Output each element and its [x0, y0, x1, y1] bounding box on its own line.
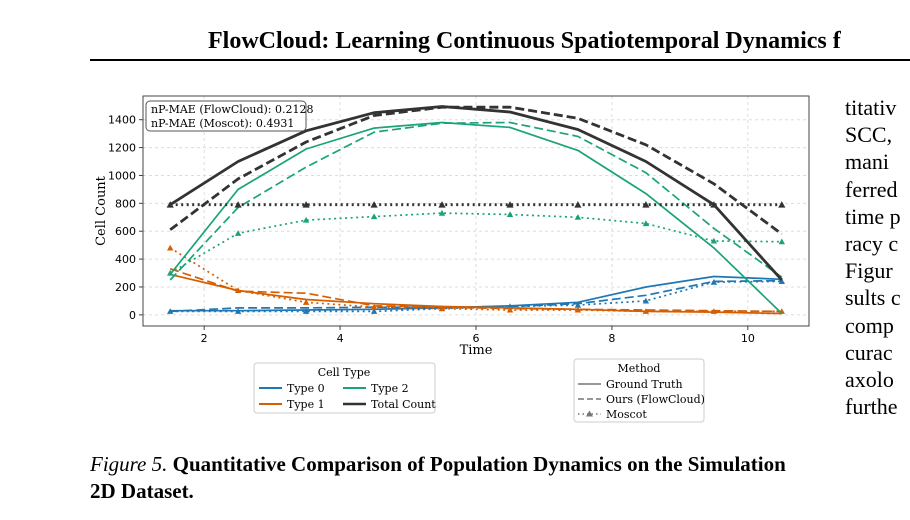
data-point-type-0-moscot [574, 301, 582, 308]
series-line-type-2-moscot [169, 212, 782, 274]
y-tick-label: 1000 [108, 169, 136, 182]
x-tick-label: 8 [608, 332, 615, 345]
series-line-total-count-ground-truth [169, 105, 783, 281]
ticks-layer: 2 4 6 8 10 0 200 400 600 800 1000 1200 1400 [108, 114, 755, 345]
series-line-type-1-ours-flowcloud [169, 267, 782, 313]
legend-type2-label: Type 2 [371, 382, 409, 395]
data-point-type-1-moscot [574, 306, 582, 313]
y-axis-label: Cell Count [94, 175, 109, 246]
x-axis-label: Time [460, 343, 493, 358]
annotation-box [145, 100, 307, 132]
side-column-line: comp [845, 312, 894, 338]
annotation-flowcloud: nP-MAE (FlowCloud): 0.2128 [151, 103, 313, 116]
data-point-total-count-moscot [166, 201, 174, 208]
y-tick-label: 800 [115, 197, 136, 210]
side-column-text: titativ SCC, mani ferred time p racy c Figur su… [845, 94, 901, 420]
y-tick-label: 0 [129, 309, 136, 322]
side-column-line: racy c [845, 230, 899, 256]
data-point-total-count-moscot [710, 201, 718, 208]
data-point-type-2-moscot [778, 238, 785, 245]
x-tick-label: 6 [473, 332, 480, 345]
legend-moscot-marker [586, 410, 593, 417]
data-point-type-0-moscot [642, 297, 650, 304]
legend-moscot-label: Moscot [606, 408, 647, 421]
y-tick-label: 1400 [108, 114, 136, 127]
side-column-line: sults c [845, 285, 901, 311]
data-point-type-0-moscot [370, 308, 378, 314]
data-point-total-count-moscot [506, 201, 514, 208]
y-tick-label: 200 [115, 281, 136, 294]
data-point-type-2-moscot [506, 211, 514, 217]
data-point-total-count-moscot [302, 201, 310, 208]
data-point-type-1-moscot [506, 306, 514, 313]
side-column-line: Figur [845, 258, 893, 284]
caption-prefix: Figure 5. [90, 452, 168, 476]
data-point-total-count-moscot [574, 201, 582, 208]
data-point-total-count-moscot [438, 201, 446, 208]
population-dynamics-chart: 2 4 6 8 10 0 200 400 600 800 1000 1200 1400 Time Cel… [94, 95, 810, 423]
data-point-type-2-moscot [710, 237, 718, 244]
y-tick-label: 600 [115, 225, 136, 238]
data-point-type-1-moscot [370, 304, 378, 310]
series-line-total-count-ours-flowcloud [169, 105, 783, 236]
data-point-type-1-moscot [642, 308, 650, 314]
legend-type1-label: Type 1 [287, 398, 325, 411]
y-tick-label: 400 [115, 253, 136, 266]
data-point-type-2-moscot [302, 216, 310, 223]
series-line-type-2-ours-flowcloud [169, 121, 783, 281]
caption-title: Quantitative Comparison of Population Dy… [90, 452, 786, 503]
side-column-line: SCC, [845, 122, 893, 148]
data-point-type-1-moscot [438, 305, 446, 312]
legend-flowcloud-label: Ours (FlowCloud) [606, 393, 705, 406]
series-line-type-1-moscot [169, 247, 782, 313]
data-point-total-count-moscot [234, 201, 242, 208]
data-point-type-1-moscot [302, 299, 310, 305]
legend-method-title: Method [618, 362, 661, 375]
annotation-moscot: nP-MAE (Moscot): 0.4931 [151, 117, 294, 130]
legend-cell-type: Cell Type Type 0 Type 2 Type 1 Total Cou… [253, 362, 436, 414]
data-point-type-2-moscot [167, 269, 174, 276]
header-rule [90, 59, 910, 61]
figure-caption: Figure 5. Quantitative Comparison of Pop… [90, 451, 810, 505]
legend-method: Method Ground Truth Ours (FlowCloud) Mos… [573, 358, 705, 423]
page-header-title: FlowCloud: Learning Continuous Spatiotem… [208, 28, 841, 54]
data-point-type-2-moscot [370, 213, 378, 220]
side-column-line: mani [845, 149, 889, 175]
data-point-type-1-moscot [710, 308, 718, 314]
legend-method-frame [573, 358, 705, 423]
side-column-line: curac [845, 339, 893, 365]
data-point-type-0-moscot [778, 278, 785, 284]
side-column-line: ferred [845, 176, 898, 202]
series-line-type-2-ground-truth [169, 121, 783, 315]
legend-type0-label: Type 0 [287, 382, 325, 395]
series-layer [166, 105, 786, 315]
y-tick-label: 1200 [108, 142, 136, 155]
side-column-line: axolo [845, 366, 894, 392]
legend-cell-type-title: Cell Type [318, 366, 371, 379]
data-point-type-0-moscot [234, 308, 242, 314]
data-point-type-2-moscot [574, 214, 582, 220]
legend-total-label: Total Count [371, 398, 436, 411]
data-point-type-2-moscot [438, 209, 446, 216]
x-tick-label: 10 [741, 332, 755, 345]
data-point-total-count-moscot [642, 201, 650, 208]
side-column-line: furthe [845, 394, 898, 420]
nmae-annotation: nP-MAE (FlowCloud): 0.2128 nP-MAE (Mosco… [145, 100, 313, 132]
data-point-total-count-moscot [370, 201, 378, 208]
data-point-total-count-moscot [778, 201, 786, 208]
data-point-type-0-moscot [302, 308, 310, 314]
data-point-type-1-moscot [167, 244, 174, 251]
data-point-type-2-moscot [642, 220, 650, 227]
data-point-type-2-moscot [234, 230, 242, 236]
side-column-line: time p [845, 203, 901, 229]
data-point-type-1-moscot [234, 287, 242, 293]
data-point-type-0-moscot [710, 278, 718, 285]
x-tick-label: 2 [201, 332, 208, 345]
side-column-line: titativ [845, 95, 897, 120]
data-point-type-0-moscot [167, 308, 174, 314]
legend-ground-truth-label: Ground Truth [606, 378, 683, 391]
x-tick-label: 4 [337, 332, 344, 345]
